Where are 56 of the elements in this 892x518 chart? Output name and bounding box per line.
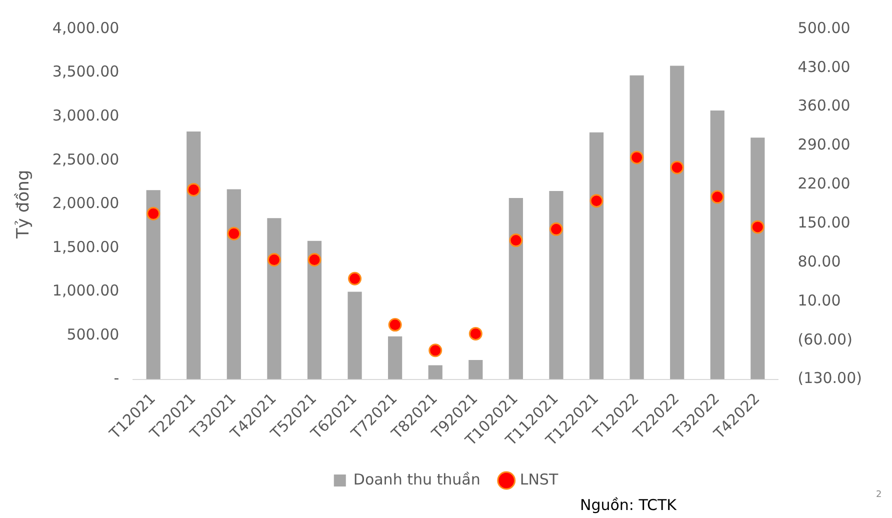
y2-tick-label: 430.00 xyxy=(798,58,850,76)
bar xyxy=(549,191,564,380)
bar xyxy=(267,218,282,380)
bar xyxy=(388,336,402,380)
y2-tick-label: (130.00) xyxy=(798,369,862,388)
y2-tick-label: 290.00 xyxy=(798,136,850,154)
point xyxy=(146,206,160,220)
point xyxy=(186,182,200,196)
point xyxy=(670,160,684,174)
point xyxy=(590,194,604,208)
text: Nguồn: TCTK xyxy=(580,496,677,514)
bar xyxy=(226,189,241,380)
bar xyxy=(630,75,644,380)
bar xyxy=(468,360,483,380)
y-tick-label: 4,000.00 xyxy=(52,18,120,37)
y2-tick-label: 10.00 xyxy=(798,291,841,310)
bar xyxy=(348,292,362,380)
point xyxy=(388,318,402,332)
y-tick-label: 1,500.00 xyxy=(52,238,120,256)
bar xyxy=(508,198,523,380)
y-tick-label: 3,000.00 xyxy=(52,106,120,124)
bar xyxy=(428,365,442,380)
y-tick-label: 2,500.00 xyxy=(52,150,120,168)
point xyxy=(308,253,322,267)
y-axis-title: Tỷ đồng xyxy=(14,170,34,240)
bar xyxy=(307,240,322,380)
y2-tick-label: 80.00 xyxy=(798,252,841,270)
y-tick-label: - xyxy=(114,369,120,388)
y2-tick-label: 360.00 xyxy=(798,96,850,115)
legend-label: LNST xyxy=(520,470,559,488)
y-tick-label: 3,500.00 xyxy=(52,62,120,81)
bar xyxy=(710,110,724,380)
bar xyxy=(146,190,160,380)
point xyxy=(630,150,644,164)
point xyxy=(267,253,281,267)
bar xyxy=(750,138,765,380)
point xyxy=(227,226,241,240)
y2-tick-label: 220.00 xyxy=(798,174,850,193)
point xyxy=(549,222,563,236)
point xyxy=(509,234,523,248)
bar xyxy=(670,66,684,380)
y-tick-label: 2,000.00 xyxy=(52,194,120,212)
point xyxy=(750,220,764,234)
point xyxy=(468,326,482,340)
point xyxy=(348,272,362,286)
y2-tick-label: 150.00 xyxy=(798,214,850,232)
bar xyxy=(186,131,201,380)
y-tick-label: 1,000.00 xyxy=(52,282,120,300)
text: 2 xyxy=(876,490,882,500)
y2-tick-label: 500.00 xyxy=(798,18,850,37)
y2-tick-label: (60.00) xyxy=(798,330,852,348)
legend-label: Doanh thu thuần xyxy=(353,470,480,488)
y-tick-label: 500.00 xyxy=(66,325,120,344)
point xyxy=(428,344,442,358)
point xyxy=(710,190,724,204)
bar xyxy=(589,132,604,380)
